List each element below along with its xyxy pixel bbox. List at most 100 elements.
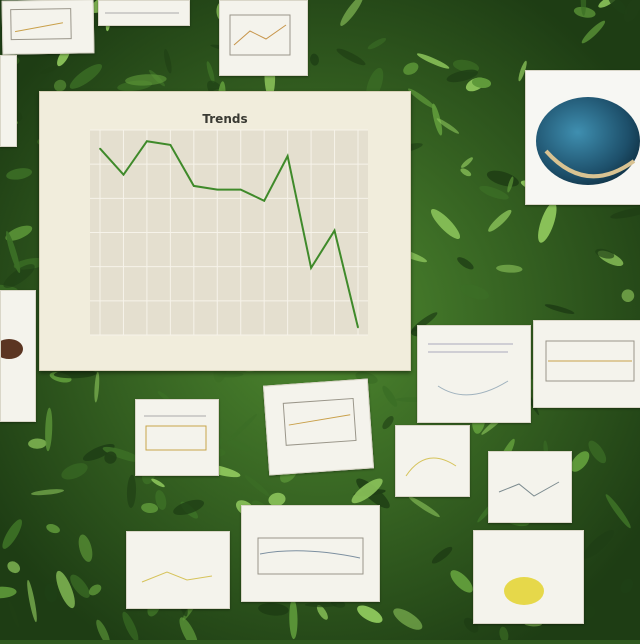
leaf-shape bbox=[507, 176, 514, 193]
leaf-shape bbox=[620, 578, 634, 594]
leaf-shape bbox=[357, 605, 383, 623]
paper-sheet-top-mid bbox=[98, 0, 190, 26]
data-point bbox=[239, 188, 242, 191]
leaf-shape bbox=[27, 579, 37, 623]
leaf-shape bbox=[104, 451, 117, 464]
leaf-shape bbox=[608, 0, 628, 15]
leaf-shape bbox=[416, 53, 450, 69]
leaf-shape bbox=[61, 463, 88, 480]
leaf-shape bbox=[336, 48, 366, 66]
leaf-shape bbox=[403, 62, 419, 75]
leaf-shape bbox=[40, 66, 58, 75]
leaf-shape bbox=[610, 207, 640, 219]
data-point bbox=[263, 200, 265, 202]
leaf-shape bbox=[53, 369, 97, 379]
leaf-shape bbox=[450, 570, 473, 593]
leaf-shape bbox=[408, 496, 440, 518]
leaf-shape bbox=[102, 446, 143, 463]
leaf-shape bbox=[304, 602, 338, 608]
leaf-shape bbox=[45, 407, 53, 452]
leaf-shape bbox=[164, 48, 172, 74]
paper-sheet-lower-mid bbox=[395, 425, 470, 497]
paper-sheet-right-mid-2 bbox=[533, 320, 640, 408]
leaf-shape bbox=[452, 59, 480, 73]
leaf-shape bbox=[151, 478, 165, 488]
leaf-shape bbox=[436, 118, 460, 134]
data-point bbox=[122, 173, 125, 176]
leaf-shape bbox=[408, 88, 436, 109]
leaf-shape bbox=[431, 546, 453, 564]
leaf-shape bbox=[78, 534, 93, 562]
paper-sheet-lower-right bbox=[488, 451, 572, 523]
leaf-shape bbox=[316, 605, 328, 620]
leaf-shape bbox=[595, 248, 615, 259]
data-point bbox=[193, 185, 195, 187]
leaf-shape bbox=[461, 157, 473, 168]
leaf-shape bbox=[580, 0, 587, 16]
leaf-shape bbox=[460, 284, 489, 300]
leaf-shape bbox=[88, 584, 102, 596]
leaf-shape bbox=[367, 37, 387, 50]
data-point bbox=[286, 155, 289, 157]
paper-sheet-top-center bbox=[219, 0, 308, 76]
paper-sheet-right-mid-1 bbox=[417, 325, 531, 423]
leaf-shape bbox=[340, 0, 364, 26]
leaf-shape bbox=[94, 371, 100, 403]
leaf-shape bbox=[351, 478, 383, 504]
leaf-shape bbox=[268, 492, 286, 507]
leaf-shape bbox=[518, 60, 527, 82]
leaf-shape bbox=[623, 0, 640, 23]
series-line bbox=[99, 140, 359, 328]
chart-title: Trends bbox=[202, 112, 248, 126]
leaf-shape bbox=[6, 230, 21, 274]
leaf-shape bbox=[244, 474, 270, 497]
leaf-shape bbox=[70, 574, 90, 598]
blue-bowl-image bbox=[536, 97, 640, 185]
leaf-shape bbox=[499, 626, 509, 643]
data-point bbox=[357, 326, 359, 329]
leaf-shape bbox=[582, 530, 615, 559]
data-point bbox=[169, 144, 172, 146]
leaf-shape bbox=[446, 69, 478, 83]
paper-sheet-lower-left bbox=[135, 399, 219, 476]
leaf-shape bbox=[206, 61, 215, 83]
leaf-shape bbox=[96, 619, 110, 644]
leaf-shape bbox=[122, 611, 139, 642]
paper-sheet-left-edge bbox=[0, 55, 17, 147]
paper-sheet-bottom-center bbox=[241, 505, 380, 602]
data-point bbox=[216, 188, 219, 191]
leaf-shape bbox=[570, 451, 590, 472]
leaf-shape bbox=[173, 499, 205, 516]
left-edge-photo-card bbox=[0, 290, 36, 422]
leaf-shape bbox=[7, 561, 20, 574]
leaf-shape bbox=[382, 385, 398, 407]
leaf-shape bbox=[28, 438, 47, 449]
leaf-shape bbox=[430, 209, 461, 239]
data-point bbox=[146, 140, 148, 142]
data-point bbox=[99, 147, 101, 150]
leaf-shape bbox=[44, 583, 58, 603]
main-chart-card: Trends bbox=[39, 91, 411, 371]
paper-sheet-bottom-right bbox=[473, 530, 584, 624]
leaf-shape bbox=[3, 264, 35, 288]
leaf-shape bbox=[5, 225, 33, 241]
leaf-shape bbox=[393, 608, 423, 630]
leaf-shape bbox=[621, 289, 635, 303]
leaf-shape bbox=[2, 519, 22, 549]
leaf-shape bbox=[56, 570, 75, 609]
leaf-shape bbox=[8, 600, 20, 628]
leaf-shape bbox=[289, 598, 298, 640]
leaf-shape bbox=[53, 79, 67, 92]
leaf-shape bbox=[30, 489, 65, 496]
data-point bbox=[333, 229, 336, 232]
leaf-shape bbox=[69, 63, 103, 89]
leaf-shape bbox=[598, 0, 618, 8]
leaf-shape bbox=[588, 440, 607, 464]
leaf-shape bbox=[155, 490, 167, 510]
leaf-shape bbox=[382, 416, 394, 430]
leaf-shape bbox=[46, 524, 60, 534]
leaf-shape bbox=[544, 304, 575, 314]
leaf-shape bbox=[258, 602, 289, 616]
leaf-shape bbox=[310, 53, 319, 66]
leaf-shape bbox=[538, 202, 557, 243]
